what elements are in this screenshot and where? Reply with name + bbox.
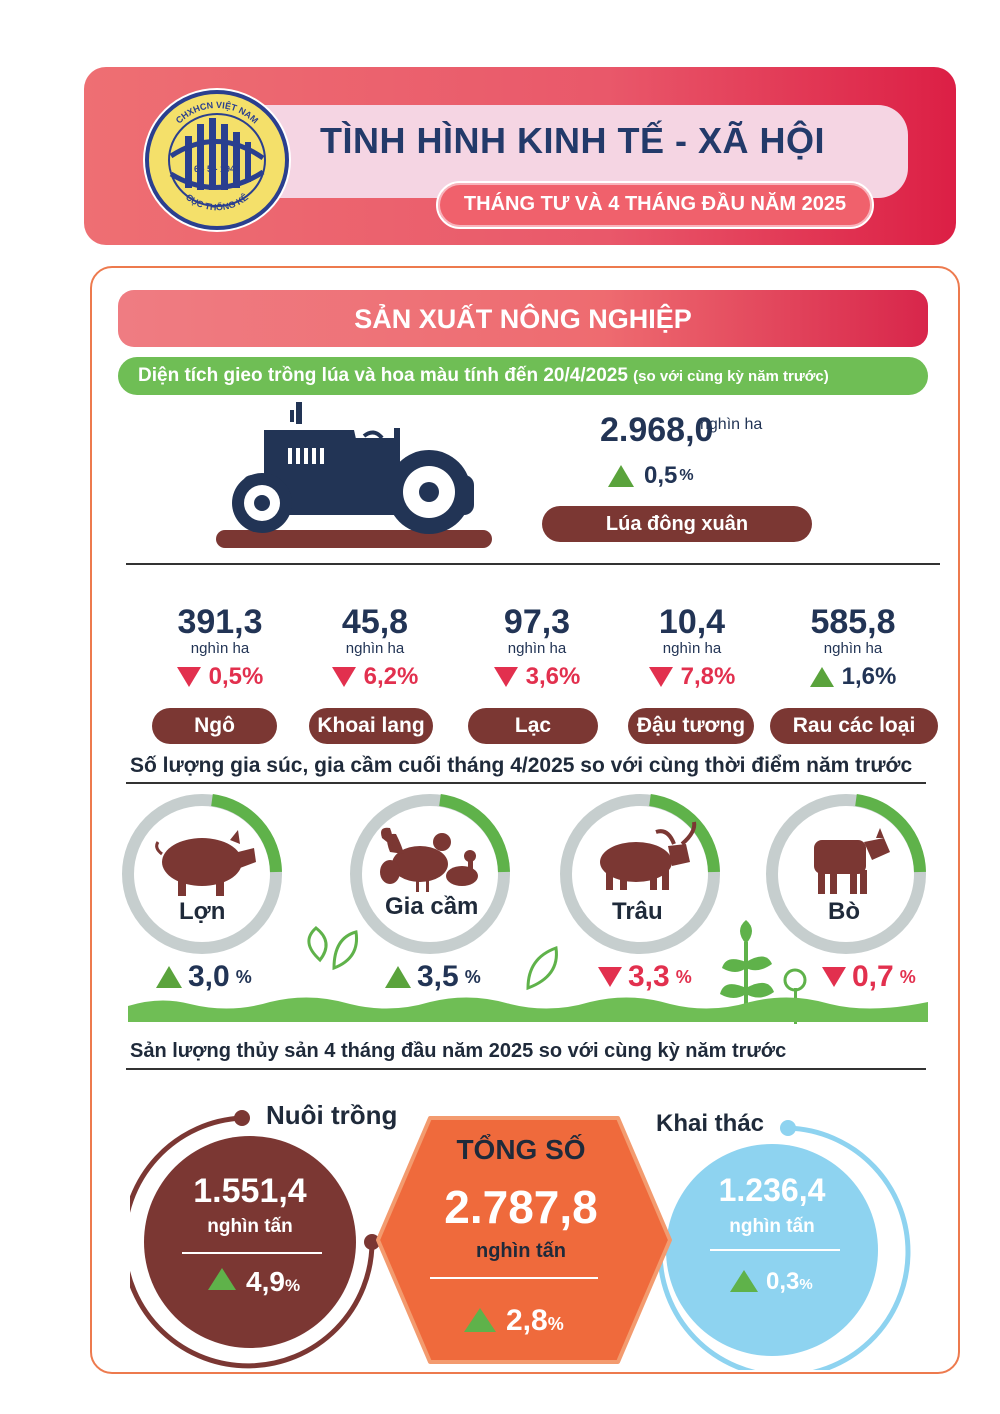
rice-unit: nghìn ha [700, 416, 763, 433]
down-arrow-icon [493, 667, 518, 687]
crop-value: 585,8 [810, 603, 896, 641]
up-arrow-icon [809, 667, 834, 687]
crop-label-maize: Ngô [152, 708, 277, 744]
crop-unit: nghìn ha [823, 640, 883, 657]
capture-value: 1.236,4 [718, 1172, 826, 1208]
livestock-change-pig: 3,0% [156, 960, 252, 994]
crop-change: 0,5% [208, 663, 264, 690]
section-title: SẢN XUẤT NÔNG NGHIỆP [354, 304, 692, 334]
crop-item-peanut: 97,3 nghìn ha 3,6% [472, 603, 602, 691]
livestock-graphic [122, 794, 928, 1024]
up-arrow-icon [464, 1308, 496, 1332]
logo-text-date: 6 - 5 - 1946 [194, 164, 240, 174]
crop-value: 10,4 [658, 603, 726, 641]
crop-unit: nghìn ha [345, 640, 405, 657]
capture-change: 0,3% [766, 1268, 813, 1295]
crop-unit: nghìn ha [507, 640, 567, 657]
divider [126, 1068, 926, 1070]
planting-heading-bar [118, 357, 928, 395]
subtitle-pill [436, 181, 874, 229]
down-arrow-icon [648, 667, 673, 687]
page-subtitle: THÁNG TƯ VÀ 4 THÁNG ĐẦU NĂM 2025 [463, 193, 847, 215]
aquaculture-change: 4,9% [246, 1266, 301, 1297]
page-title: TÌNH HÌNH KINH TẾ - XÃ HỘI [320, 120, 825, 161]
aquaculture-value: 1.551,4 [193, 1172, 307, 1210]
down-arrow-icon [822, 967, 846, 987]
fishery-heading: Sản lượng thủy sản 4 tháng đầu năm 2025 … [130, 1040, 787, 1062]
plant-decoration-icon [720, 920, 807, 1024]
livestock-label-cow: Bò [828, 898, 860, 925]
total-unit: nghìn tấn [476, 1240, 566, 1262]
divider [126, 563, 940, 565]
aquaculture-unit: nghìn tấn [207, 1216, 293, 1237]
total-label: TỔNG SỐ [456, 1134, 586, 1165]
capture-label: Khai thác [656, 1110, 765, 1137]
up-arrow-icon [730, 1270, 758, 1292]
crop-unit: nghìn ha [190, 640, 250, 657]
rice-label: Lúa đông xuân [542, 506, 812, 542]
crop-value: 97,3 [503, 603, 571, 641]
down-arrow-icon [598, 967, 622, 987]
cow-icon [814, 828, 890, 894]
pig-icon [155, 830, 256, 896]
up-arrow-icon [608, 465, 634, 487]
up-arrow-icon [385, 966, 411, 988]
livestock-label-buffalo: Trâu [612, 898, 663, 925]
crop-item-maize: 391,3 nghìn ha 0,5% [155, 603, 285, 691]
crop-label-sweet-potato: Khoai lang [309, 708, 433, 744]
crop-value: 391,3 [177, 603, 263, 641]
buffalo-icon [600, 821, 697, 890]
crop-item-vegetables: 585,8 nghìn ha 1,6% [788, 603, 918, 691]
total-change: 2,8% [506, 1304, 564, 1337]
crop-change: 6,2% [363, 663, 419, 690]
livestock-change-cow: 0,7% [822, 960, 916, 994]
tractor-icon [216, 402, 492, 548]
aquaculture-label: Nuôi trồng [266, 1100, 398, 1130]
crop-label-vegetables: Rau các loại [770, 708, 938, 744]
livestock-change-poultry: 3,5% [385, 960, 481, 994]
crop-change: 3,6% [525, 663, 581, 690]
livestock-label-poultry: Gia cầm [385, 893, 479, 920]
crop-label-peanut: Lạc [468, 708, 598, 744]
down-arrow-icon [331, 667, 356, 687]
crop-label-soybean: Đậu tương [628, 708, 754, 744]
crop-change: 7,8% [680, 663, 736, 690]
crop-item-sweet-potato: 45,8 nghìn ha 6,2% [310, 603, 440, 691]
crop-change: 1,6% [841, 663, 897, 690]
livestock-heading: Số lượng gia súc, gia cầm cuối tháng 4/2… [130, 754, 913, 777]
leaf-decoration-icon [307, 926, 558, 991]
divider [126, 782, 926, 784]
capture-unit: nghìn tấn [729, 1216, 815, 1237]
poultry-icon [380, 827, 478, 892]
ground-decoration [128, 997, 928, 1022]
rice-change: 0,5% [608, 462, 694, 490]
rice-change-value: 0,5 [644, 462, 678, 489]
planting-heading: Diện tích gieo trồng lúa và hoa màu tính… [138, 365, 829, 386]
livestock-change-buffalo: 3,3% [598, 960, 692, 994]
gso-logo-icon: CHXHCN VIỆT NAM 6 - 5 - 1946 CỤC THỐNG K… [143, 88, 291, 232]
up-arrow-icon [156, 966, 182, 988]
main-frame [90, 266, 960, 1374]
crop-item-soybean: 10,4 nghìn ha 7,8% [627, 603, 757, 691]
fishery-graphic [130, 1110, 911, 1370]
down-arrow-icon [176, 667, 201, 687]
rice-value: 2.968,0 [600, 411, 714, 449]
livestock-label-pig: Lợn [179, 898, 226, 925]
section-banner [118, 290, 928, 347]
crop-value: 45,8 [341, 603, 409, 641]
up-arrow-icon [208, 1268, 236, 1290]
total-value: 2.787,8 [444, 1181, 598, 1233]
rice-change-unit: % [679, 467, 694, 484]
crop-unit: nghìn ha [662, 640, 722, 657]
planting-heading-note: (so với cùng kỳ năm trước) [633, 368, 829, 385]
